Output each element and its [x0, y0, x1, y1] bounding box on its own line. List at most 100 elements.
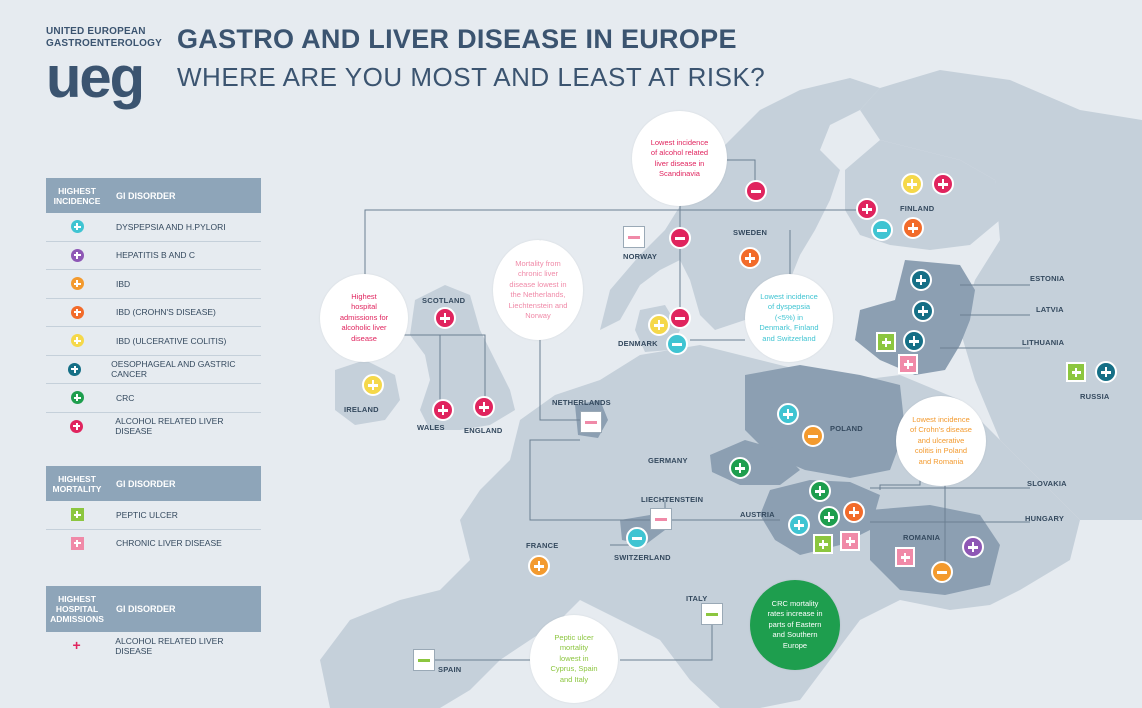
marker-plus-square-icon — [813, 534, 833, 554]
callout-line: Norway — [525, 311, 551, 320]
callout-line: mortality — [559, 643, 589, 653]
marker-minus-icon — [626, 527, 648, 549]
label-denmark: DENMARK — [618, 339, 658, 348]
callout-line: disease — [351, 333, 377, 343]
marker-plus-icon — [856, 198, 878, 220]
legend-row: IBD (ULCERATIVE COLITIS) — [46, 327, 261, 356]
callout-hospital: Highest hospital admissions for alcoholic l… — [320, 274, 408, 362]
callout-line: liver disease in — [654, 158, 705, 168]
legend-label: PEPTIC ULCER — [116, 509, 178, 520]
marker-plus-icon — [912, 300, 934, 322]
label-norway: NORWAY — [623, 252, 658, 261]
legend-label: OESOPHAGEAL AND GASTRIC CANCER — [111, 359, 236, 380]
legend-row: HEPATITIS B AND C — [46, 242, 261, 270]
logo-mark: ueg — [46, 45, 145, 110]
marker-plus-icon — [788, 514, 810, 536]
legend-admissions-header: HIGHEST HOSPITAL ADMISSIONS GI DISORDER — [46, 586, 261, 632]
callout-line: Liechtenstein and — [508, 300, 568, 310]
marker-plus-icon — [432, 399, 454, 421]
label-estonia: ESTONIA — [1030, 274, 1065, 283]
label-austria: AUSTRIA — [740, 510, 775, 519]
callout-line: Cyprus, Spain — [550, 664, 598, 674]
callout-dyspepsia: Lowest incidence of dyspepsia (<5%) in Denm… — [745, 274, 833, 362]
marker-plus-icon — [962, 536, 984, 558]
marker-minus-icon — [745, 180, 767, 202]
label-switzerland: SWITZERLAND — [614, 553, 671, 562]
callout-line: of alcohol related — [650, 148, 709, 157]
callout-line: colitis in Poland — [914, 446, 968, 456]
marker-minus-icon — [871, 219, 893, 241]
callout-peptic: Peptic ulcer mortality lowest in Cyprus, Sp… — [530, 615, 618, 703]
label-ireland: IRELAND — [344, 405, 379, 414]
callout-line: Lowest incidence — [912, 414, 970, 424]
legend-incidence-header: HIGHEST INCIDENCE GI DISORDER — [46, 178, 261, 213]
marker-minus-icon — [669, 307, 691, 329]
scandinavia-shape — [600, 78, 880, 330]
plus-circle-icon — [70, 277, 84, 291]
marker-minus-icon — [666, 333, 688, 355]
marker-plus-icon — [910, 269, 932, 291]
legend-label: HEPATITIS B AND C — [116, 250, 196, 261]
legend-label: DYSPEPSIA AND H.PYLORI — [116, 221, 226, 232]
callout-line: Lowest incidence — [650, 137, 709, 147]
callout-scandinavia: Lowest incidence of alcohol related liver … — [632, 111, 727, 206]
callout-line: Peptic ulcer — [554, 632, 594, 642]
callout-line: Lowest incidence — [760, 291, 818, 301]
label-latvia: LATVIA — [1036, 305, 1064, 314]
page-subtitle: WHERE ARE YOU MOST AND LEAST AT RISK? — [177, 62, 766, 92]
marker-plus-icon — [729, 457, 751, 479]
legend-label: IBD (CROHN'S DISEASE) — [116, 307, 216, 318]
marker-plus-icon — [901, 173, 923, 195]
label-wales: WALES — [417, 423, 445, 432]
callout-line: Mortality from — [515, 258, 561, 268]
marker-minus-square-icon — [701, 603, 723, 625]
legend-row: PEPTIC ULCER — [46, 501, 261, 530]
label-hungary: HUNGARY — [1025, 514, 1065, 523]
label-italy: ITALY — [686, 594, 708, 603]
marker-plus-icon — [809, 480, 831, 502]
legend-label: IBD (ULCERATIVE COLITIS) — [116, 335, 227, 346]
legend-mortality-header: HIGHEST MORTALITY GI DISORDER — [46, 466, 261, 501]
label-scotland: SCOTLAND — [422, 296, 466, 305]
callout-mortality: Mortality from chronic liver disease lowes… — [493, 240, 583, 340]
plus-circle-icon — [70, 419, 84, 433]
logo-line1: UNITED EUROPEAN — [46, 26, 146, 37]
legend-mortality-head2: GI DISORDER — [116, 478, 176, 489]
label-finland: FINLAND — [900, 204, 935, 213]
marker-plus-icon — [902, 217, 924, 239]
legend-incidence-head1: HIGHEST INCIDENCE — [53, 185, 101, 206]
russia-shape — [860, 70, 1142, 520]
label-england: ENGLAND — [464, 426, 503, 435]
legend-row: DYSPEPSIA AND H.PYLORI — [46, 213, 261, 242]
page-title: GASTRO AND LIVER DISEASE IN EUROPE — [177, 24, 737, 54]
legend-mortality: HIGHEST MORTALITY GI DISORDER PEPTIC ULC… — [46, 466, 261, 557]
marker-plus-icon — [434, 307, 456, 329]
callout-line: disease lowest in — [509, 279, 567, 289]
legend-label: ALCOHOL RELATED LIVER DISEASE — [115, 635, 224, 656]
legend-admissions: HIGHEST HOSPITAL ADMISSIONS GI DISORDER … — [46, 586, 261, 660]
logo-line2: GASTROENTEROLOGY — [46, 38, 162, 49]
marker-minus-square-icon — [413, 649, 435, 671]
marker-plus-icon — [903, 330, 925, 352]
plus-icon: + — [72, 637, 81, 654]
legend-row: + ALCOHOL RELATED LIVER DISEASE — [46, 632, 261, 660]
legend-row: CRC — [46, 384, 261, 413]
callout-line: of dyspepsia — [767, 302, 811, 312]
marker-minus-icon — [931, 561, 953, 583]
legend-admissions-head2: GI DISORDER — [116, 604, 176, 614]
marker-minus-icon — [802, 425, 824, 447]
legend-row: ALCOHOL RELATED LIVER DISEASE — [46, 413, 261, 441]
label-spain: SPAIN — [438, 665, 462, 674]
callout-line: (<5%) in — [774, 312, 804, 322]
label-slovakia: SLOVAKIA — [1027, 479, 1067, 488]
label-netherlands: NETHERLANDS — [552, 398, 611, 407]
marker-plus-icon — [362, 374, 384, 396]
callout-line: Europe — [782, 640, 808, 650]
legend-row: IBD — [46, 270, 261, 299]
callout-line: and Romania — [918, 456, 964, 466]
marker-minus-square-icon — [650, 508, 672, 530]
label-liechtenstein: LIECHTENSTEIN — [641, 495, 704, 504]
poland-shape — [745, 365, 905, 478]
plus-square-icon — [70, 536, 84, 550]
callout-line: admissions for — [339, 312, 389, 322]
